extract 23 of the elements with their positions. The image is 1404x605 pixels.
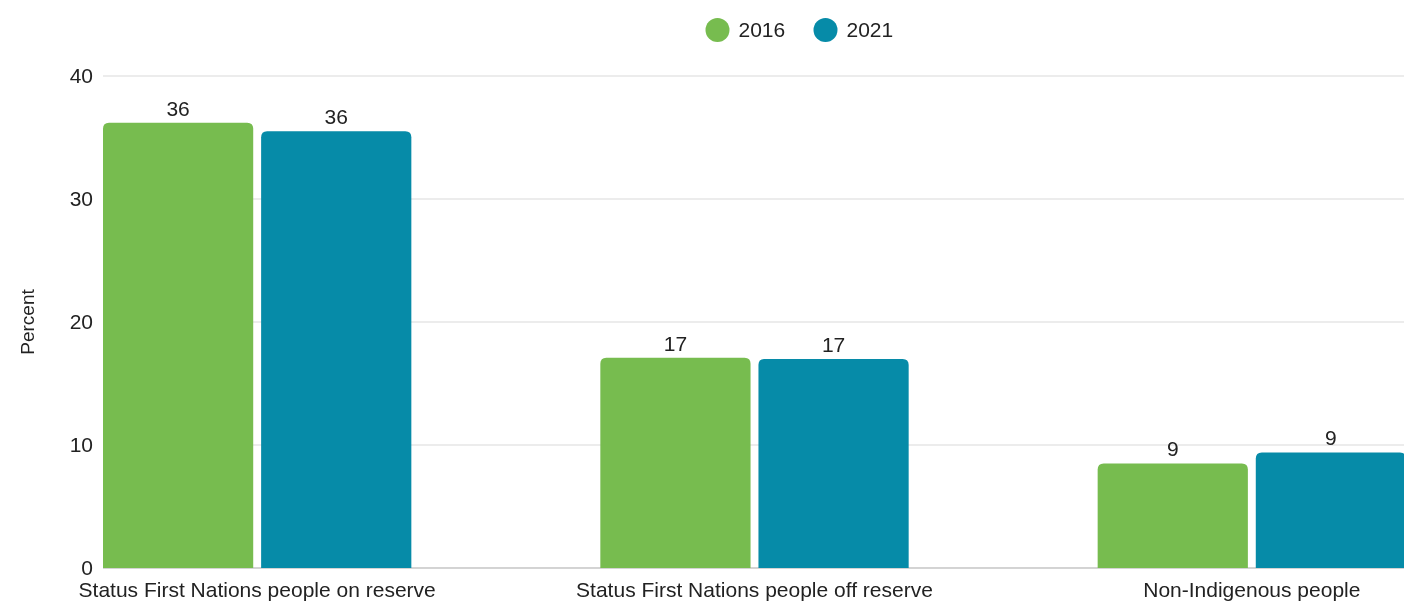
y-axis-title: Percent: [17, 288, 38, 355]
bar: [261, 131, 412, 568]
y-tick-label: 0: [81, 556, 93, 580]
bar: [103, 122, 254, 568]
data-label: 17: [663, 331, 688, 355]
y-tick-label: 40: [69, 64, 93, 88]
data-label: 36: [166, 96, 190, 120]
x-tick-label: Status First Nations people on reserve: [78, 578, 436, 601]
data-label: 9: [1325, 426, 1337, 450]
x-tick-label: Non-Indigenous people: [1143, 578, 1361, 601]
data-label: 9: [1166, 437, 1179, 461]
bar: [758, 358, 909, 568]
y-tick-label: 30: [69, 187, 93, 211]
data-label: 17: [821, 332, 846, 356]
legend-label: 2016: [738, 18, 786, 42]
y-tick-label: 20: [69, 310, 93, 334]
bar: [1097, 463, 1248, 568]
data-label: 36: [324, 105, 348, 129]
bar: [600, 357, 751, 568]
y-tick-label: 10: [69, 433, 93, 457]
legend-label: 2021: [846, 18, 894, 42]
bar: [1255, 452, 1404, 568]
x-tick-label: Status First Nations people off reserve: [576, 578, 933, 601]
